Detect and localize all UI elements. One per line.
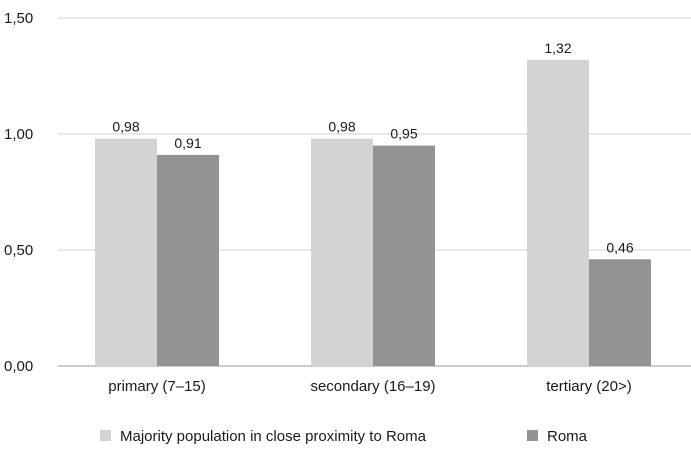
x-axis-category-labels: primary (7–15) secondary (16–19) tertiary … bbox=[108, 378, 631, 395]
data-label: 0,98 bbox=[328, 119, 355, 135]
x-category-label: tertiary (20>) bbox=[546, 378, 631, 395]
bar-roma-1 bbox=[373, 145, 435, 366]
legend-swatch bbox=[527, 430, 538, 441]
y-tick-label: 1,50 bbox=[4, 10, 33, 27]
y-axis-tick-labels: 0,00 0,50 1,00 1,50 bbox=[4, 10, 33, 375]
x-category-label: primary (7–15) bbox=[108, 378, 206, 395]
legend: Majority population in close proximity t… bbox=[100, 428, 588, 445]
legend-label: Majority population in close proximity t… bbox=[120, 428, 427, 445]
bar-majority-0 bbox=[95, 138, 157, 366]
bar-majority-1 bbox=[311, 138, 373, 366]
data-labels: 0,98 0,91 0,98 0,95 1,32 0,46 bbox=[112, 40, 633, 256]
legend-label: Roma bbox=[547, 428, 588, 445]
bar-roma-0 bbox=[157, 154, 219, 366]
bar-majority-2 bbox=[527, 59, 589, 366]
data-label: 0,91 bbox=[174, 135, 201, 151]
y-tick-label: 0,50 bbox=[4, 242, 33, 259]
bar-roma-2 bbox=[589, 259, 651, 366]
data-label: 1,32 bbox=[544, 40, 571, 56]
y-tick-label: 1,00 bbox=[4, 126, 33, 143]
data-label: 0,95 bbox=[390, 126, 417, 142]
legend-swatch bbox=[100, 430, 111, 441]
data-label: 0,98 bbox=[112, 119, 139, 135]
data-label: 0,46 bbox=[606, 239, 633, 255]
bars bbox=[95, 59, 651, 366]
y-tick-label: 0,00 bbox=[4, 358, 33, 375]
x-category-label: secondary (16–19) bbox=[310, 378, 435, 395]
